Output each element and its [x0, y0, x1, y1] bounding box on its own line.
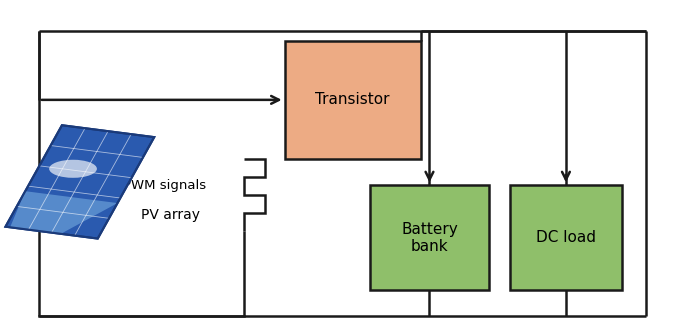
Text: DC load: DC load [536, 230, 596, 245]
Bar [284, 41, 421, 159]
Polygon shape [5, 125, 154, 239]
Bar [370, 185, 489, 290]
Ellipse shape [49, 160, 97, 178]
Text: Battery
bank: Battery bank [401, 221, 458, 254]
Text: PV array: PV array [141, 208, 200, 222]
Text: Transistor: Transistor [316, 92, 390, 107]
Text: PWM signals: PWM signals [123, 179, 206, 192]
Polygon shape [10, 191, 118, 234]
Bar [510, 185, 622, 290]
